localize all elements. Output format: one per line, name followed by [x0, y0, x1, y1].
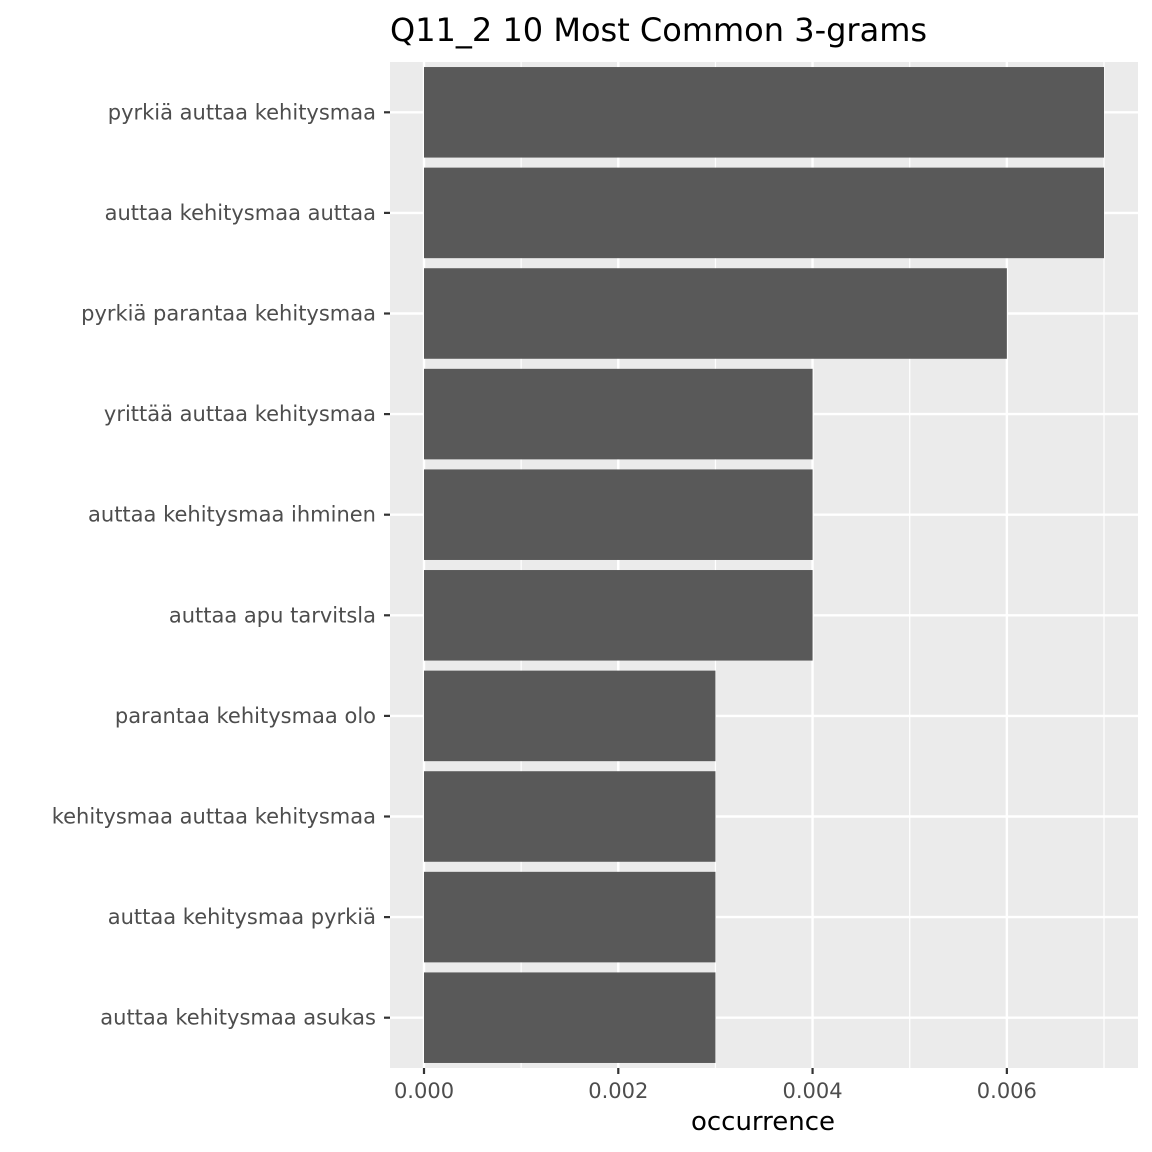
y-tick-label: auttaa apu tarvitsla — [169, 603, 376, 627]
bar — [424, 67, 1104, 158]
bars — [424, 67, 1104, 1063]
y-tick-label: auttaa kehitysmaa asukas — [100, 1006, 376, 1030]
bar — [424, 871, 716, 963]
y-tick-label: auttaa kehitysmaa pyrkiä — [108, 905, 376, 929]
y-tick-label: pyrkiä auttaa kehitysmaa — [108, 100, 376, 124]
y-axis: pyrkiä auttaa kehitysmaa auttaa kehitysma… — [52, 100, 390, 1030]
bar — [424, 167, 1104, 259]
x-axis: 0.000 0.002 0.004 0.006 — [394, 1068, 1037, 1103]
bar — [424, 368, 813, 460]
bar — [424, 268, 1007, 359]
chart-title: Q11_2 10 Most Common 3-grams — [390, 11, 927, 49]
x-tick-label: 0.006 — [977, 1079, 1037, 1103]
bar — [424, 771, 716, 862]
y-tick-label: auttaa kehitysmaa ihminen — [88, 503, 376, 527]
y-tick-label: parantaa kehitysmaa olo — [115, 704, 376, 728]
y-tick-label: kehitysmaa auttaa kehitysmaa — [52, 805, 376, 829]
y-tick-label: auttaa kehitysmaa auttaa — [105, 201, 376, 225]
bar — [424, 670, 716, 762]
x-axis-title: occurrence — [691, 1107, 835, 1137]
y-tick-label: yrittää auttaa kehitysmaa — [104, 402, 376, 426]
bar — [424, 972, 716, 1063]
x-tick-label: 0.002 — [588, 1079, 648, 1103]
x-tick-label: 0.004 — [783, 1079, 843, 1103]
y-tick-label: pyrkiä parantaa kehitysmaa — [81, 302, 376, 326]
x-tick-label: 0.000 — [394, 1079, 454, 1103]
bar — [424, 469, 813, 560]
bar — [424, 570, 813, 661]
